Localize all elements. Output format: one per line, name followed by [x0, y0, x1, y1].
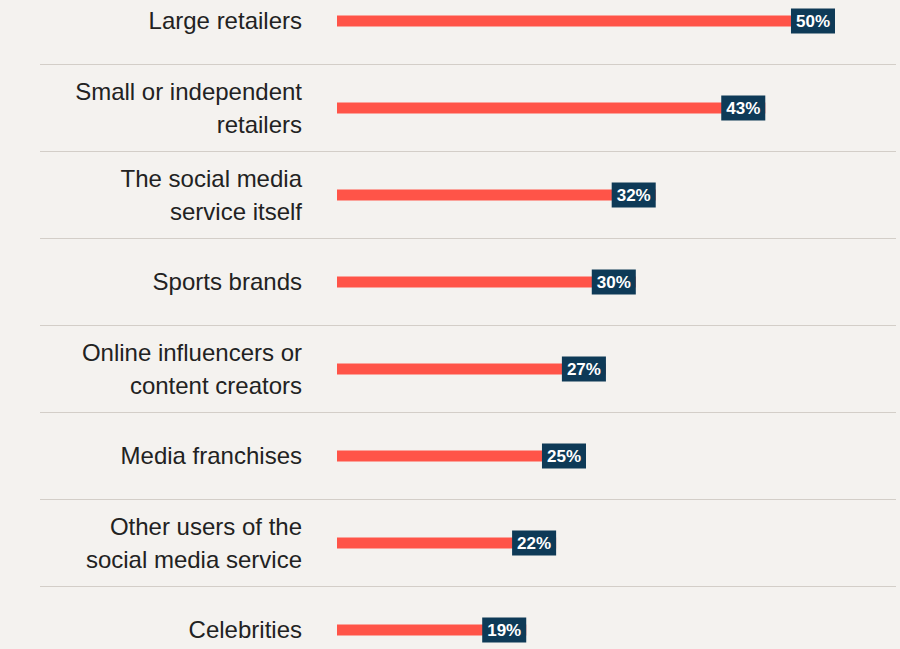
- data-label: 22%: [517, 534, 551, 553]
- row-separator: [40, 499, 896, 500]
- tick: Sports brands: [153, 268, 302, 295]
- category-label: Sports brands: [153, 268, 302, 295]
- data-label-box: [512, 531, 556, 556]
- tick: Other users of the social media service: [86, 513, 302, 572]
- tick: Small or independent retailers: [75, 78, 302, 137]
- category-label-line: The social media: [121, 165, 303, 192]
- data-label-group: 19%: [482, 618, 526, 643]
- bar: [337, 103, 765, 114]
- data-label-group: 43%: [721, 96, 765, 121]
- data-labels: 50% 43% 32% 30% 27% 25% 22% 19%: [482, 9, 835, 643]
- category-label: Media franchises: [121, 442, 302, 469]
- category-label-line: Online influencers or: [82, 339, 302, 366]
- row-separator: [40, 412, 896, 413]
- tick: The social media service itself: [121, 165, 303, 224]
- tick: Celebrities: [189, 616, 302, 643]
- tick: Media franchises: [121, 442, 302, 469]
- row-separator: [40, 325, 896, 326]
- data-label-group: 50%: [791, 9, 835, 34]
- data-label: 25%: [547, 447, 581, 466]
- category-label-line: Small or independent: [75, 78, 302, 105]
- data-label: 50%: [796, 12, 830, 31]
- background: [0, 0, 900, 649]
- tick: Online influencers or content creators: [82, 339, 302, 398]
- data-label-group: 27%: [562, 357, 606, 382]
- data-label: 19%: [487, 621, 521, 640]
- category-label-line: Large retailers: [149, 7, 302, 34]
- data-label-box: [721, 96, 765, 121]
- data-label-group: 22%: [512, 531, 556, 556]
- category-label-line: content creators: [130, 372, 302, 399]
- data-label-box: [592, 270, 636, 295]
- bar: [337, 190, 656, 201]
- data-label: 30%: [597, 273, 631, 292]
- data-label: 27%: [567, 360, 601, 379]
- category-label-line: service itself: [170, 198, 302, 225]
- category-label: Online influencers or content creators: [82, 339, 302, 398]
- category-label-line: Celebrities: [189, 616, 302, 643]
- category-axis: Large retailers Small or independent retai…: [75, 7, 302, 643]
- data-label-box: [791, 9, 835, 34]
- category-label-line: Other users of the: [110, 513, 302, 540]
- data-label-box: [612, 183, 656, 208]
- category-label: The social media service itself: [121, 165, 303, 224]
- category-label-line: retailers: [217, 111, 302, 138]
- category-label-line: social media service: [86, 546, 302, 573]
- bars: [337, 16, 835, 636]
- data-label-box: [542, 444, 586, 469]
- data-label: 32%: [617, 186, 651, 205]
- row-separator: [40, 64, 896, 65]
- row-separator: [40, 238, 896, 239]
- row-separator: [40, 586, 896, 587]
- data-label: 43%: [726, 99, 760, 118]
- bar: [337, 277, 636, 288]
- data-label-box: [562, 357, 606, 382]
- category-label: Large retailers: [149, 7, 302, 34]
- row-separator: [40, 151, 896, 152]
- separators: [40, 65, 896, 587]
- data-label-group: 25%: [542, 444, 586, 469]
- category-label-line: Sports brands: [153, 268, 302, 295]
- category-label: Other users of the social media service: [86, 513, 302, 572]
- chart: Large retailers Small or independent retai…: [0, 0, 900, 649]
- data-label-group: 32%: [612, 183, 656, 208]
- category-label: Celebrities: [189, 616, 302, 643]
- tick: Large retailers: [149, 7, 302, 34]
- data-label-group: 30%: [592, 270, 636, 295]
- category-label-line: Media franchises: [121, 442, 302, 469]
- data-label-box: [482, 618, 526, 643]
- category-label: Small or independent retailers: [75, 78, 302, 137]
- bar: [337, 16, 835, 27]
